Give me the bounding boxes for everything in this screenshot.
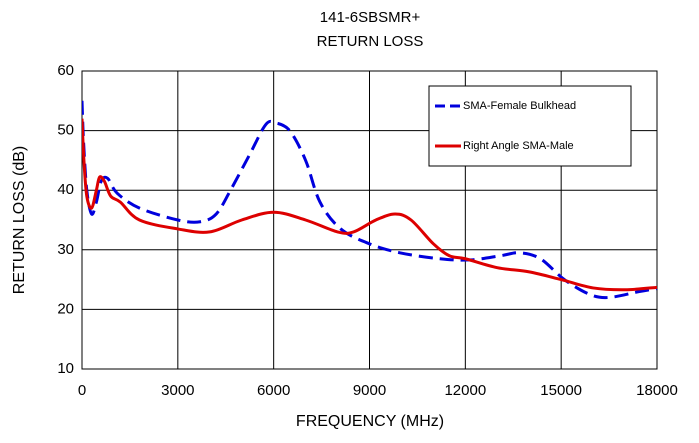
x-tick-label: 18000 bbox=[636, 382, 678, 399]
y-axis-label: RETURN LOSS (dB) bbox=[11, 146, 28, 294]
x-tick-label: 9000 bbox=[353, 382, 386, 399]
x-tick-label: 3000 bbox=[161, 382, 194, 399]
y-tick-label: 30 bbox=[57, 241, 74, 258]
x-tick-label: 6000 bbox=[257, 382, 290, 399]
series-line bbox=[82, 118, 657, 292]
chart-title: 141-6SBSMR+ bbox=[320, 9, 421, 26]
y-tick-label: 60 bbox=[57, 62, 74, 79]
legend-label: SMA-Female Bulkhead bbox=[463, 100, 576, 112]
y-tick-label: 10 bbox=[57, 360, 74, 377]
legend-box bbox=[428, 85, 632, 167]
x-tick-label: 12000 bbox=[444, 382, 486, 399]
chart-subtitle: RETURN LOSS bbox=[317, 33, 424, 50]
y-tick-label: 20 bbox=[57, 300, 74, 317]
legend-label: Right Angle SMA-Male bbox=[463, 140, 574, 152]
x-tick-label: 0 bbox=[78, 382, 86, 399]
x-tick-label: 15000 bbox=[540, 382, 582, 399]
y-tick-label: 40 bbox=[57, 181, 74, 198]
x-axis-label: FREQUENCY (MHz) bbox=[296, 413, 444, 430]
series-line bbox=[82, 100, 657, 300]
plot-frame bbox=[81, 70, 658, 370]
y-tick-label: 50 bbox=[57, 122, 74, 139]
